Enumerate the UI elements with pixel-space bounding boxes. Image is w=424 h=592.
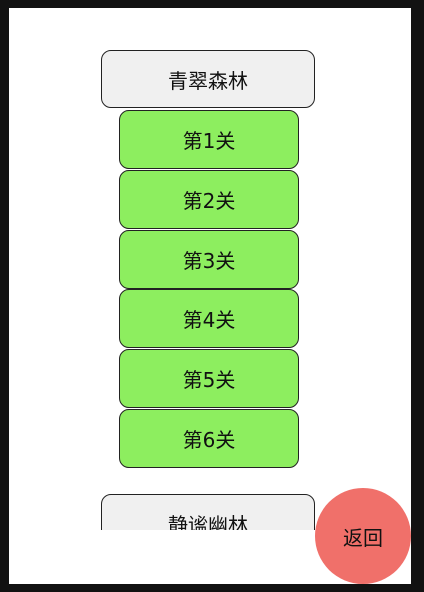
level-4-button[interactable]: 第4关 bbox=[119, 289, 299, 348]
level-6-button[interactable]: 第6关 bbox=[119, 409, 299, 468]
level-3-button[interactable]: 第3关 bbox=[119, 230, 299, 289]
world-header-1: 青翠森林 bbox=[101, 50, 315, 108]
level-2-button[interactable]: 第2关 bbox=[119, 170, 299, 229]
world-header-2: 静谧幽林 bbox=[101, 494, 315, 530]
level-5-button[interactable]: 第5关 bbox=[119, 349, 299, 408]
level-list[interactable]: 青翠森林 第1关 第2关 第3关 第4关 第5关 第6关 静谧幽林 bbox=[9, 8, 411, 530]
level-1-button[interactable]: 第1关 bbox=[119, 110, 299, 169]
back-button[interactable]: 返回 bbox=[315, 488, 411, 584]
app-screen: 青翠森林 第1关 第2关 第3关 第4关 第5关 第6关 静谧幽林 返回 bbox=[9, 8, 411, 584]
